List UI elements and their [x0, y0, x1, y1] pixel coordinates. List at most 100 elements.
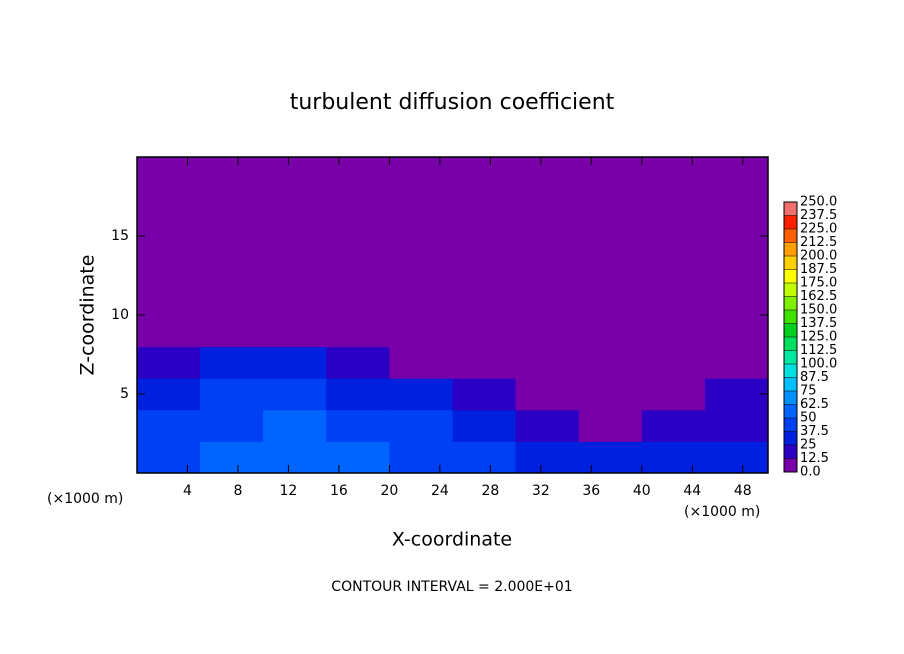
colorbar-swatch: [784, 337, 797, 351]
colorbar-swatch: [784, 431, 797, 445]
colorbar-label: 200.0: [800, 249, 837, 264]
x-tick-label: 48: [734, 483, 752, 499]
field-cell: [137, 409, 201, 442]
colorbar-swatch: [784, 242, 797, 256]
contour-interval: CONTOUR INTERVAL = 2.000E+01: [331, 579, 572, 595]
colorbar-swatch: [784, 229, 797, 243]
colorbar-label: 212.5: [800, 235, 837, 250]
colorbar-swatch: [784, 377, 797, 391]
colorbar-label: 175.0: [800, 276, 837, 291]
field-cell: [704, 409, 769, 442]
field-cell: [641, 441, 706, 474]
colorbar-label: 187.5: [800, 262, 837, 277]
colorbar-swatch: [784, 418, 797, 432]
colorbar-label: 62.5: [800, 397, 829, 412]
colorbar-swatch: [784, 323, 797, 337]
colorbar-swatch: [784, 364, 797, 378]
field-cell: [326, 378, 390, 411]
field-cell: [578, 346, 643, 379]
x-unit-label: (×1000 m): [684, 504, 760, 520]
field-cell: [452, 441, 517, 474]
y-tick-label: 15: [111, 228, 129, 244]
colorbar-swatch: [784, 283, 797, 297]
colorbar-swatch: [784, 202, 797, 216]
field-cell: [452, 378, 517, 411]
field-cell: [137, 157, 201, 348]
colorbar-label: 162.5: [800, 289, 837, 304]
colorbar-label: 125.0: [800, 330, 837, 345]
field-cell: [263, 378, 327, 411]
y-axis-label: Z-coordinate: [77, 255, 99, 376]
field-cell: [641, 157, 706, 348]
colorbar-label: 50: [800, 411, 817, 426]
field-cell: [326, 346, 390, 379]
field-cell: [200, 346, 264, 379]
field-cell: [578, 378, 643, 411]
field-cell: [389, 346, 453, 379]
field-cell: [389, 378, 453, 411]
field-cell: [326, 157, 390, 348]
field-cell: [704, 441, 769, 474]
colorbar-label: 137.5: [800, 316, 837, 331]
colorbar-swatch: [784, 350, 797, 364]
field-cell: [704, 378, 769, 411]
colorbar-swatch: [784, 215, 797, 229]
colorbar-swatch: [784, 296, 797, 310]
field-cell: [641, 409, 706, 442]
field-cell: [263, 409, 327, 442]
y-tick-label: 10: [111, 307, 129, 323]
field-cell: [200, 409, 264, 442]
colorbar-swatch: [784, 256, 797, 270]
x-tick-label: 12: [280, 483, 298, 499]
field-cell: [452, 346, 517, 379]
colorbar-label: 75: [800, 384, 817, 399]
field-cell: [389, 157, 453, 348]
field-cell: [578, 409, 643, 442]
x-tick-label: 36: [582, 483, 600, 499]
colorbar-swatch: [784, 445, 797, 459]
x-tick-label: 28: [481, 483, 499, 499]
colorbar-swatch: [784, 391, 797, 405]
field-cell: [578, 441, 643, 474]
colorbar-label: 237.5: [800, 208, 837, 223]
colorbar-swatch: [784, 458, 797, 472]
colorbar-label: 37.5: [800, 424, 829, 439]
x-tick-label: 44: [683, 483, 701, 499]
field-cell: [137, 378, 201, 411]
field-cell: [578, 157, 643, 348]
x-tick-label: 8: [233, 483, 242, 499]
field-cell: [326, 409, 390, 442]
field-cell: [515, 378, 580, 411]
field-cell: [452, 409, 517, 442]
field-cell: [515, 346, 580, 379]
x-tick-label: 4: [183, 483, 192, 499]
x-axis-label: X-coordinate: [392, 529, 512, 551]
colorbar-swatch: [784, 310, 797, 324]
field-cell: [389, 409, 453, 442]
field-cell: [389, 441, 453, 474]
field-cell: [200, 441, 264, 474]
field-cell: [263, 157, 327, 348]
field-cell: [263, 441, 327, 474]
field-cell: [263, 346, 327, 379]
field-cell: [515, 409, 580, 442]
x-tick-label: 32: [532, 483, 550, 499]
colorbar-label: 100.0: [800, 357, 837, 372]
x-tick-label: 40: [633, 483, 651, 499]
field-cell: [641, 346, 706, 379]
field-cell: [704, 346, 769, 379]
colorbar-label: 150.0: [800, 303, 837, 318]
x-tick-label: 24: [431, 483, 449, 499]
field-cell: [704, 157, 769, 348]
field-cell: [326, 441, 390, 474]
field-cell: [137, 346, 201, 379]
colorbar-label: 87.5: [800, 370, 829, 385]
x-unit-label: (×1000 m): [47, 491, 123, 507]
colorbar-swatch: [784, 269, 797, 283]
x-tick-label: 16: [330, 483, 348, 499]
field-cell: [137, 441, 201, 474]
colorbar-label: 112.5: [800, 343, 837, 358]
field-cell: [452, 157, 517, 348]
